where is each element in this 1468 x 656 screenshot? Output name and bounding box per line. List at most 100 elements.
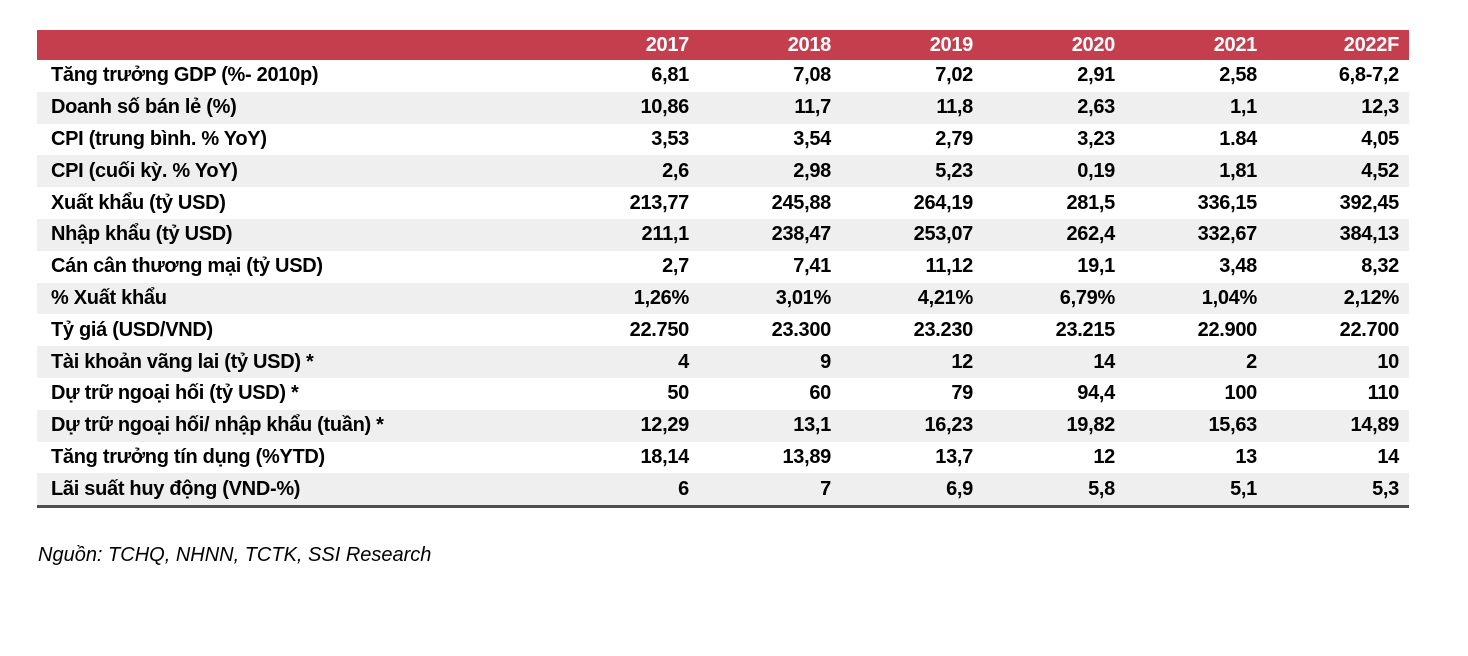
table-cell: 23.300 xyxy=(771,318,832,341)
table-cell: 4 xyxy=(678,350,689,373)
table-cell: 392,45 xyxy=(1339,191,1400,214)
table-row: % Xuất khẩu 1,26% 3,01% 4,21% 6,79% 1,04% 2,12… xyxy=(37,282,1409,315)
column-header-2017: 2017 xyxy=(557,30,699,60)
table-cell: 9 xyxy=(820,350,831,373)
table-row: Nhập khẩu (tỷ USD) 211,1 238,47 253,07 262,4… xyxy=(37,218,1409,251)
table-cell: 15,63 xyxy=(1208,414,1257,437)
table-cell: 3,53 xyxy=(651,127,689,150)
header-row: 2017 2018 2019 2020 2021 2022F xyxy=(37,30,1409,60)
row-label: Cán cân thương mại (tỷ USD) xyxy=(51,255,323,278)
table-row: CPI (cuối kỳ. % YoY) 2,6 2,98 5,23 0,19 1,81 4… xyxy=(37,155,1409,188)
row-label: CPI (cuối kỳ. % YoY) xyxy=(51,159,238,182)
table-cell: 100 xyxy=(1224,382,1258,405)
table-cell: 1,04% xyxy=(1201,286,1258,309)
row-label: Dự trữ ngoại hối/ nhập khẩu (tuần) * xyxy=(51,414,384,437)
table-cell: 11,7 xyxy=(794,96,831,119)
table-cell: 336,15 xyxy=(1197,191,1258,214)
table-cell: 5,3 xyxy=(1372,477,1399,500)
table-cell: 13,7 xyxy=(935,445,973,468)
table-cell: 19,1 xyxy=(1077,255,1115,278)
row-label: % Xuất khẩu xyxy=(51,286,167,309)
table-cell: 2,7 xyxy=(662,255,689,278)
table-cell: 2,6 xyxy=(662,159,689,182)
column-header-2019: 2019 xyxy=(841,30,983,60)
table-cell: 14 xyxy=(1377,445,1399,468)
table-header: 2017 2018 2019 2020 2021 2022F xyxy=(37,30,1409,60)
table-cell: 19,82 xyxy=(1066,414,1115,437)
table-cell: 18,14 xyxy=(640,445,689,468)
table-cell: 2,58 xyxy=(1219,64,1257,87)
table-row: Xuất khẩu (tỷ USD) 213,77 245,88 264,19 281,… xyxy=(37,187,1409,219)
table-row: Tài khoản vãng lai (tỷ USD) * 4 9 12 14 2 10 xyxy=(37,346,1409,378)
table-cell: 1,26% xyxy=(633,286,690,309)
table-cell: 0,19 xyxy=(1077,159,1115,182)
table-cell: 332,67 xyxy=(1197,223,1258,246)
column-header-2021: 2021 xyxy=(1125,30,1267,60)
table-row: CPI (trung bình. % YoY) 3,53 3,54 2,79 3,23 1… xyxy=(37,124,1409,156)
table-cell: 12 xyxy=(1093,445,1115,468)
table-cell: 7 xyxy=(820,477,831,500)
row-label: Dự trữ ngoại hối (tỷ USD) * xyxy=(51,382,299,405)
row-label: CPI (trung bình. % YoY) xyxy=(51,127,267,150)
table-row: Tăng trưởng GDP (%- 2010p) 6,81 7,08 7,02 2,… xyxy=(37,60,1409,92)
table-cell: 12,29 xyxy=(640,414,689,437)
table-cell: 13,1 xyxy=(793,414,831,437)
table-cell: 11,12 xyxy=(925,255,974,278)
table-cell: 13,89 xyxy=(782,445,831,468)
table-cell: 10,86 xyxy=(640,96,689,119)
table-cell: 5,8 xyxy=(1088,477,1115,500)
table-cell: 8,32 xyxy=(1361,255,1399,278)
table-cell: 23.215 xyxy=(1055,318,1116,341)
table-cell: 3,54 xyxy=(793,127,831,150)
table-cell: 22.700 xyxy=(1339,318,1400,341)
row-label: Nhập khẩu (tỷ USD) xyxy=(51,223,233,246)
table-cell: 5,1 xyxy=(1230,477,1257,500)
row-label: Doanh số bán lẻ (%) xyxy=(51,96,237,119)
table-cell: 384,13 xyxy=(1339,223,1400,246)
table-cell: 4,05 xyxy=(1361,127,1399,150)
table-cell: 7,08 xyxy=(793,64,831,87)
table-cell: 22.750 xyxy=(629,318,690,341)
table-cell: 238,47 xyxy=(771,223,832,246)
table-cell: 213,77 xyxy=(629,191,690,214)
table-cell: 3,01% xyxy=(775,286,832,309)
table-cell: 2,79 xyxy=(935,127,973,150)
row-label: Lãi suất huy động (VND-%) xyxy=(51,477,301,500)
table-cell: 2 xyxy=(1246,350,1257,373)
table-cell: 4,21% xyxy=(917,286,974,309)
table-cell: 211,1 xyxy=(641,223,690,246)
table-cell: 14 xyxy=(1093,350,1115,373)
table-cell: 3,23 xyxy=(1077,127,1115,150)
table-cell: 264,19 xyxy=(913,191,974,214)
macro-indicators-table: 2017 2018 2019 2020 2021 2022F Tăng trưởng GD… xyxy=(37,30,1409,509)
table-cell: 60 xyxy=(809,382,831,405)
table-cell: 79 xyxy=(951,382,973,405)
table-row: Dự trữ ngoại hối (tỷ USD) * 50 60 79 94,4 100… xyxy=(37,378,1409,410)
table-cell: 10 xyxy=(1377,350,1399,373)
table-cell: 1,81 xyxy=(1219,159,1257,182)
table-cell: 2,98 xyxy=(793,159,831,182)
table-cell: 3,48 xyxy=(1219,255,1257,278)
source-note: Nguồn: TCHQ, NHNN, TCTK, SSI Research xyxy=(38,544,432,566)
table-cell: 7,41 xyxy=(793,255,831,278)
table-cell: 262,4 xyxy=(1066,223,1115,246)
table-cell: 110 xyxy=(1367,382,1400,405)
table-cell: 50 xyxy=(667,382,689,405)
row-label: Tài khoản vãng lai (tỷ USD) * xyxy=(51,350,314,373)
table-cell: 5,23 xyxy=(935,159,973,182)
row-label: Tỷ giá (USD/VND) xyxy=(51,318,213,341)
row-label: Tăng trưởng tín dụng (%YTD) xyxy=(51,445,325,468)
table-cell: 6,79% xyxy=(1059,286,1116,309)
table-cell: 6,81 xyxy=(651,64,689,87)
table-cell: 7,02 xyxy=(935,64,973,87)
table-cell: 22.900 xyxy=(1197,318,1258,341)
table-cell: 2,12% xyxy=(1343,286,1400,309)
column-header-2020: 2020 xyxy=(983,30,1125,60)
table-cell: 2,91 xyxy=(1077,64,1115,87)
table-cell: 281,5 xyxy=(1066,191,1115,214)
table-cell: 6,9 xyxy=(946,477,973,500)
column-header-blank xyxy=(37,30,557,60)
table-cell: 14,89 xyxy=(1350,414,1399,437)
table-cell: 6 xyxy=(678,477,689,500)
table-row: Lãi suất huy động (VND-%) 6 7 6,9 5,8 5,1 5,3 xyxy=(37,473,1409,507)
